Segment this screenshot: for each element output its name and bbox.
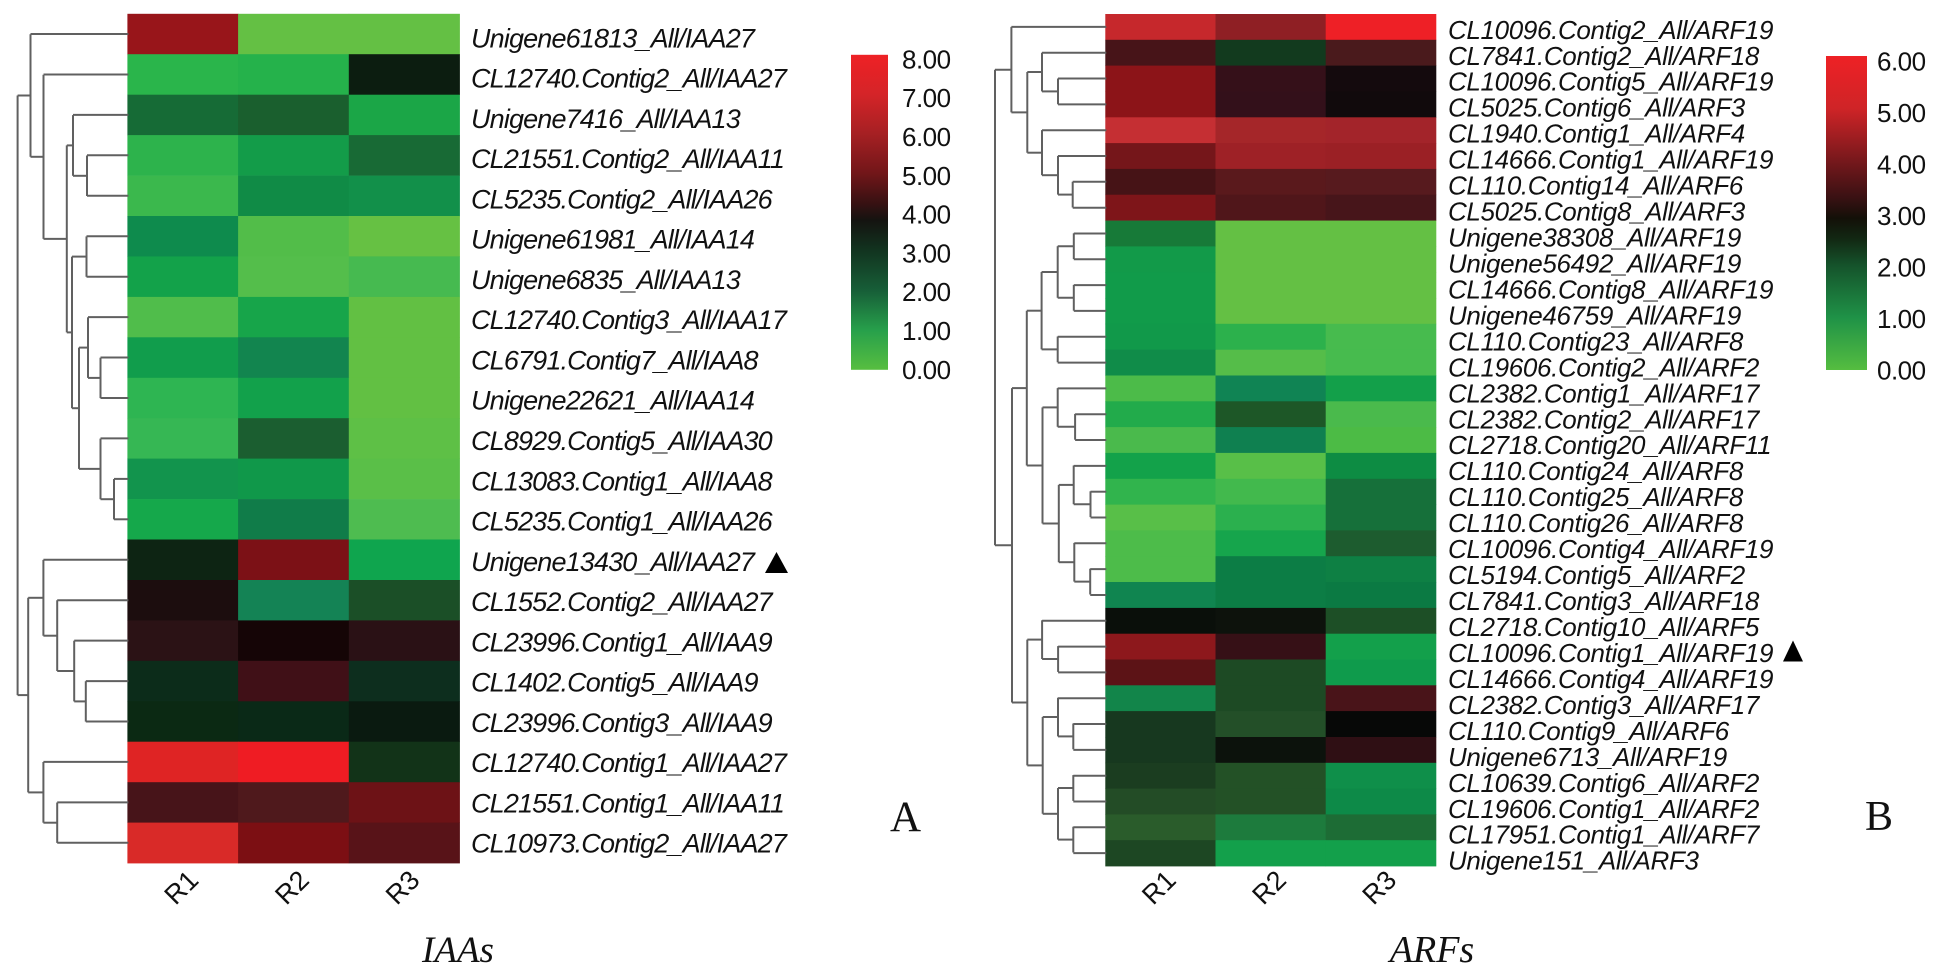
svg-text:CL2382.Contig2_All/ARF17: CL2382.Contig2_All/ARF17 <box>1448 404 1761 434</box>
svg-text:CL19606.Contig1_All/ARF2: CL19606.Contig1_All/ARF2 <box>1448 794 1760 824</box>
svg-text:CL7841.Contig3_All/ARF18: CL7841.Contig3_All/ARF18 <box>1448 586 1760 616</box>
svg-text:CL19606.Contig2_All/ARF2: CL19606.Contig2_All/ARF2 <box>1448 352 1760 382</box>
svg-text:CL5194.Contig5_All/ARF2: CL5194.Contig5_All/ARF2 <box>1448 560 1746 590</box>
svg-text:ARFs: ARFs <box>1387 929 1474 968</box>
svg-text:CL6791.Contig7_All/IAA8: CL6791.Contig7_All/IAA8 <box>471 346 758 376</box>
svg-text:Unigene46759_All/ARF19: Unigene46759_All/ARF19 <box>1448 300 1741 330</box>
svg-text:CL5025.Contig8_All/ARF3: CL5025.Contig8_All/ARF3 <box>1448 197 1746 227</box>
svg-text:CL14666.Contig8_All/ARF19: CL14666.Contig8_All/ARF19 <box>1448 274 1773 304</box>
svg-text:2.00: 2.00 <box>1877 252 1926 282</box>
svg-text:5.00: 5.00 <box>902 161 951 191</box>
svg-text:8.00: 8.00 <box>902 44 951 74</box>
svg-text:CL110.Contig26_All/ARF8: CL110.Contig26_All/ARF8 <box>1448 508 1744 538</box>
svg-text:0.00: 0.00 <box>1877 355 1926 385</box>
svg-text:CL110.Contig9_All/ARF6: CL110.Contig9_All/ARF6 <box>1448 716 1730 746</box>
svg-text:CL1552.Contig2_All/IAA27: CL1552.Contig2_All/IAA27 <box>471 587 774 617</box>
svg-text:CL21551.Contig2_All/IAA11: CL21551.Contig2_All/IAA11 <box>471 144 784 174</box>
svg-text:CL5235.Contig2_All/IAA26: CL5235.Contig2_All/IAA26 <box>471 184 774 214</box>
svg-text:7.00: 7.00 <box>902 83 951 113</box>
svg-text:CL13083.Contig1_All/IAA8: CL13083.Contig1_All/IAA8 <box>471 466 773 496</box>
svg-text:5.00: 5.00 <box>1877 98 1926 128</box>
svg-text:B: B <box>1865 794 1893 840</box>
svg-text:CL14666.Contig1_All/ARF19: CL14666.Contig1_All/ARF19 <box>1448 145 1773 175</box>
svg-text:A: A <box>890 794 921 841</box>
svg-text:CL5235.Contig1_All/IAA26: CL5235.Contig1_All/IAA26 <box>471 507 774 537</box>
svg-text:6.00: 6.00 <box>1877 46 1926 76</box>
svg-text:CL1940.Contig1_All/ARF4: CL1940.Contig1_All/ARF4 <box>1448 119 1745 149</box>
svg-text:CL10096.Contig1_All/ARF19: CL10096.Contig1_All/ARF19 <box>1448 638 1773 668</box>
svg-text:CL2718.Contig20_All/ARF11: CL2718.Contig20_All/ARF11 <box>1448 430 1771 460</box>
svg-text:CL10973.Contig2_All/IAA27: CL10973.Contig2_All/IAA27 <box>471 829 788 859</box>
svg-text:CL12740.Contig3_All/IAA17: CL12740.Contig3_All/IAA17 <box>471 305 788 335</box>
svg-text:Unigene22621_All/IAA14: Unigene22621_All/IAA14 <box>471 386 754 416</box>
svg-text:4.00: 4.00 <box>1877 149 1926 179</box>
svg-text:3.00: 3.00 <box>1877 201 1926 231</box>
svg-text:2.00: 2.00 <box>902 277 951 307</box>
svg-text:Unigene13430_All/IAA27: Unigene13430_All/IAA27 <box>471 547 756 577</box>
svg-text:4.00: 4.00 <box>902 200 951 230</box>
svg-text:Unigene38308_All/ARF19: Unigene38308_All/ARF19 <box>1448 223 1741 253</box>
svg-text:CL10639.Contig6_All/ARF2: CL10639.Contig6_All/ARF2 <box>1448 768 1760 798</box>
svg-text:CL2382.Contig1_All/ARF17: CL2382.Contig1_All/ARF17 <box>1448 378 1761 408</box>
svg-text:CL10096.Contig4_All/ARF19: CL10096.Contig4_All/ARF19 <box>1448 534 1773 564</box>
svg-text:CL12740.Contig2_All/IAA27: CL12740.Contig2_All/IAA27 <box>471 64 788 94</box>
svg-text:CL8929.Contig5_All/IAA30: CL8929.Contig5_All/IAA30 <box>471 426 773 456</box>
svg-text:CL2382.Contig3_All/ARF17: CL2382.Contig3_All/ARF17 <box>1448 690 1761 720</box>
svg-text:Unigene151_All/ARF3: Unigene151_All/ARF3 <box>1448 846 1700 876</box>
svg-text:CL10096.Contig5_All/ARF19: CL10096.Contig5_All/ARF19 <box>1448 67 1773 97</box>
svg-text:1.00: 1.00 <box>902 316 951 346</box>
svg-text:IAAs: IAAs <box>421 930 494 968</box>
svg-text:CL110.Contig24_All/ARF8: CL110.Contig24_All/ARF8 <box>1448 456 1744 486</box>
svg-text:6.00: 6.00 <box>902 122 951 152</box>
svg-text:CL2718.Contig10_All/ARF5: CL2718.Contig10_All/ARF5 <box>1448 612 1760 642</box>
svg-text:1.00: 1.00 <box>1877 304 1926 334</box>
svg-text:Unigene6713_All/ARF19: Unigene6713_All/ARF19 <box>1448 742 1727 772</box>
svg-text:Unigene7416_All/IAA13: Unigene7416_All/IAA13 <box>471 104 741 134</box>
svg-text:CL23996.Contig3_All/IAA9: CL23996.Contig3_All/IAA9 <box>471 708 773 738</box>
svg-text:CL23996.Contig1_All/IAA9: CL23996.Contig1_All/IAA9 <box>471 627 773 657</box>
svg-text:CL110.Contig25_All/ARF8: CL110.Contig25_All/ARF8 <box>1448 482 1744 512</box>
svg-text:CL1402.Contig5_All/IAA9: CL1402.Contig5_All/IAA9 <box>471 668 758 698</box>
svg-text:CL110.Contig23_All/ARF8: CL110.Contig23_All/ARF8 <box>1448 326 1744 356</box>
svg-text:Unigene61981_All/IAA14: Unigene61981_All/IAA14 <box>471 225 754 255</box>
svg-text:CL110.Contig14_All/ARF6: CL110.Contig14_All/ARF6 <box>1448 171 1744 201</box>
svg-text:Unigene56492_All/ARF19: Unigene56492_All/ARF19 <box>1448 249 1741 279</box>
svg-text:Unigene61813_All/IAA27: Unigene61813_All/IAA27 <box>471 23 756 53</box>
svg-text:0.00: 0.00 <box>902 355 951 385</box>
svg-text:CL21551.Contig1_All/IAA11: CL21551.Contig1_All/IAA11 <box>471 788 784 818</box>
svg-text:CL17951.Contig1_All/ARF7: CL17951.Contig1_All/ARF7 <box>1448 820 1761 850</box>
svg-text:3.00: 3.00 <box>902 238 951 268</box>
svg-text:CL5025.Contig6_All/ARF3: CL5025.Contig6_All/ARF3 <box>1448 93 1746 123</box>
svg-text:Unigene6835_All/IAA13: Unigene6835_All/IAA13 <box>471 265 741 295</box>
svg-text:CL7841.Contig2_All/ARF18: CL7841.Contig2_All/ARF18 <box>1448 41 1760 71</box>
svg-text:CL12740.Contig1_All/IAA27: CL12740.Contig1_All/IAA27 <box>471 748 788 778</box>
svg-text:CL14666.Contig4_All/ARF19: CL14666.Contig4_All/ARF19 <box>1448 664 1773 694</box>
svg-text:CL10096.Contig2_All/ARF19: CL10096.Contig2_All/ARF19 <box>1448 15 1773 45</box>
